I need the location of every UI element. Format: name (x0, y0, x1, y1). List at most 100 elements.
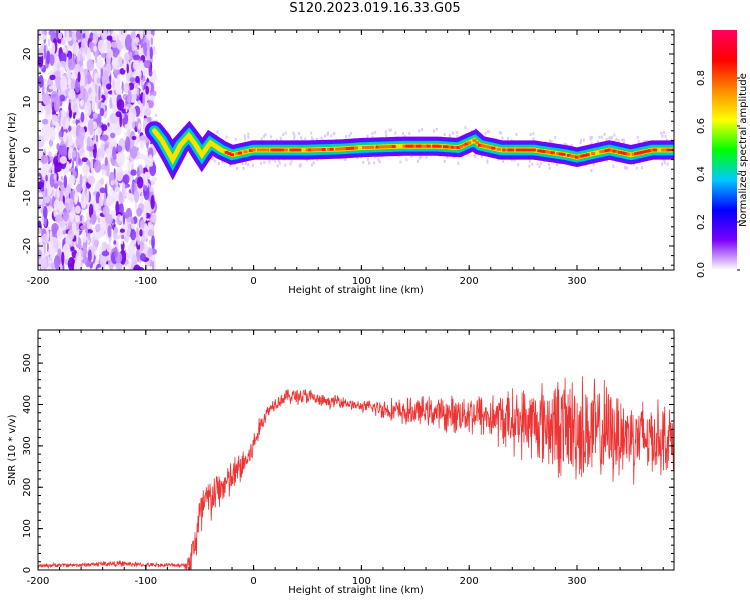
ridge-core (472, 138, 477, 142)
ridge-core (297, 148, 302, 152)
noise-speck (90, 156, 94, 173)
noise-speck (97, 217, 101, 223)
ridge-core (612, 149, 617, 153)
noise-speck (101, 169, 106, 176)
ridge-halo (330, 134, 333, 138)
noise-speck (70, 99, 78, 113)
snr-y-tick-label: 500 (22, 354, 33, 373)
noise-speck (96, 77, 101, 84)
noise-speck (47, 38, 51, 47)
noise-speck (69, 206, 75, 223)
ridge-core (604, 149, 609, 153)
ridge-core (389, 145, 394, 149)
noise-speck (75, 30, 82, 40)
ridge-halo (264, 133, 267, 137)
ridge-core (316, 148, 321, 152)
noise-speck (58, 220, 66, 228)
ridge-halo (320, 136, 323, 140)
ridge-core (585, 153, 590, 157)
noise-speck (136, 207, 143, 217)
ridge-halo (221, 159, 224, 163)
ridge-halo (312, 161, 315, 165)
ridge-core (526, 148, 531, 152)
ridge-halo (366, 157, 369, 161)
ridge-halo (446, 155, 449, 159)
noise-speck (98, 85, 101, 101)
snr-x-tick-label: 300 (567, 576, 586, 587)
noise-speck (100, 134, 109, 142)
ridge-halo (513, 158, 516, 162)
ridge-halo (312, 138, 315, 142)
noise-speck (137, 176, 144, 189)
ridge-core (437, 144, 442, 148)
noise-speck (48, 30, 55, 36)
noise-speck (83, 184, 87, 189)
ridge-halo (590, 136, 593, 140)
ridge-core (305, 148, 310, 152)
ridge-halo (276, 164, 279, 168)
colorbar: 0.0 0.2 0.4 0.6 0.8 Normalized spectral ampl… (696, 30, 749, 278)
ridge-halo (661, 134, 664, 138)
ridge-core (556, 152, 561, 156)
noise-speck (48, 151, 52, 158)
noise-speck (49, 74, 56, 81)
ridge-halo (290, 159, 293, 163)
ridge-halo (636, 135, 639, 139)
noise-speck (122, 174, 130, 185)
noise-speck (72, 113, 76, 119)
noise-speck (110, 132, 116, 139)
noise-speck (84, 96, 88, 102)
noise-speck (67, 44, 70, 51)
noise-speck (132, 54, 141, 61)
noise-speck (67, 58, 76, 71)
ridge-halo (293, 135, 296, 139)
ridge-halo (531, 162, 534, 166)
ridge-core (380, 145, 385, 149)
snr-y-tick-label: 300 (22, 436, 33, 455)
noise-speck (51, 114, 58, 121)
snr-y-label: SNR (10 * v/v) (7, 414, 18, 485)
snr-y-tick-label: 400 (22, 395, 33, 414)
ridge-halo (298, 164, 301, 168)
noise-speck (119, 228, 125, 233)
noise-speck (76, 184, 83, 193)
ridge-core (464, 142, 469, 146)
noise-speck (42, 125, 50, 142)
noise-speck (104, 157, 108, 167)
ridge-core (348, 146, 353, 150)
ridge-core (601, 149, 606, 153)
noise-speck (74, 80, 81, 93)
spectrogram-x-tick-label: -200 (27, 276, 50, 287)
noise-speck (127, 242, 136, 257)
ridge-core (432, 144, 437, 148)
noise-speck (113, 93, 118, 100)
noise-speck (86, 136, 91, 147)
noise-speck (127, 128, 131, 137)
ridge-halo (362, 160, 365, 164)
noise-speck (74, 214, 80, 223)
ridge-core (238, 151, 243, 155)
snr-x-tick-label: 0 (250, 576, 256, 587)
noise-speck (111, 31, 118, 41)
noise-speck (127, 89, 132, 105)
noise-speck (126, 63, 129, 74)
noise-speck (64, 36, 73, 42)
ridge-halo (252, 163, 255, 167)
noise-speck (101, 143, 105, 159)
noise-speck (38, 249, 42, 259)
ridge-halo (605, 137, 608, 141)
noise-speck (130, 218, 135, 225)
snr-frame (37, 329, 675, 571)
noise-speck (49, 155, 54, 162)
noise-speck (130, 31, 136, 41)
ridge-halo (487, 130, 490, 134)
noise-speck (106, 83, 112, 90)
ridge-halo (421, 128, 424, 132)
ridge-core (486, 145, 491, 149)
noise-speck (77, 71, 81, 83)
noise-speck (53, 183, 59, 189)
ridge-core (289, 148, 294, 152)
ridge-halo (538, 165, 541, 169)
ridge-core (653, 148, 658, 152)
ridge-halo (213, 159, 216, 163)
